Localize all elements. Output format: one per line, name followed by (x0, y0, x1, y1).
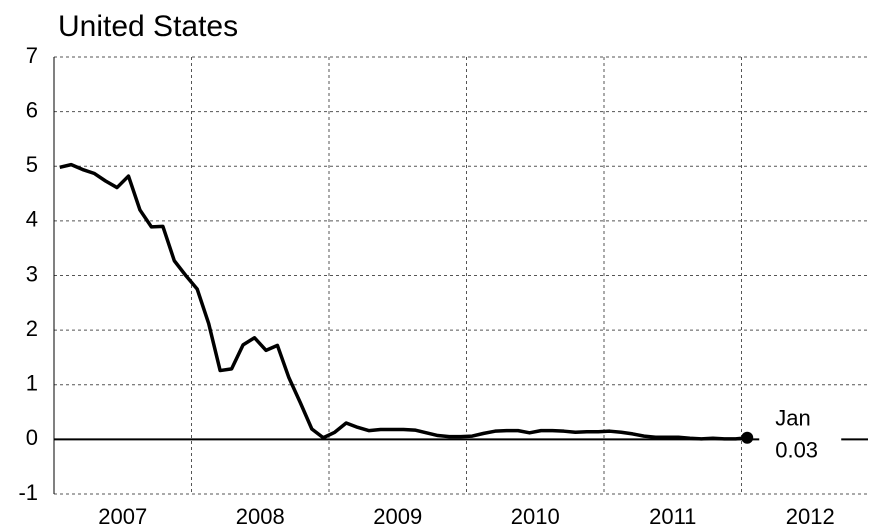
y-tick-label: 6 (26, 97, 38, 122)
chart-title: United States (58, 10, 238, 43)
y-tick-label: 1 (26, 371, 38, 396)
last-point (741, 431, 754, 444)
y-tick-label: 4 (26, 207, 38, 232)
annotation-month: Jan (775, 406, 810, 431)
y-tick-label: -1 (18, 480, 38, 505)
y-tick-label: 7 (26, 43, 38, 68)
y-tick-label: 0 (26, 425, 38, 450)
y-tick-label: 2 (26, 316, 38, 341)
y-tick-label: 5 (26, 152, 38, 177)
x-tick-label: 2007 (98, 504, 147, 529)
annotation-bg (759, 403, 842, 468)
x-tick-label: 2010 (511, 504, 560, 529)
data-line (59, 162, 748, 441)
y-tick-label: 3 (26, 261, 38, 286)
x-tick-label: 2009 (373, 504, 422, 529)
x-tick-label: 2012 (786, 504, 835, 529)
x-tick-label: 2008 (236, 504, 285, 529)
x-tick-label: 2011 (649, 504, 696, 529)
annotation-value: 0.03 (775, 438, 818, 463)
